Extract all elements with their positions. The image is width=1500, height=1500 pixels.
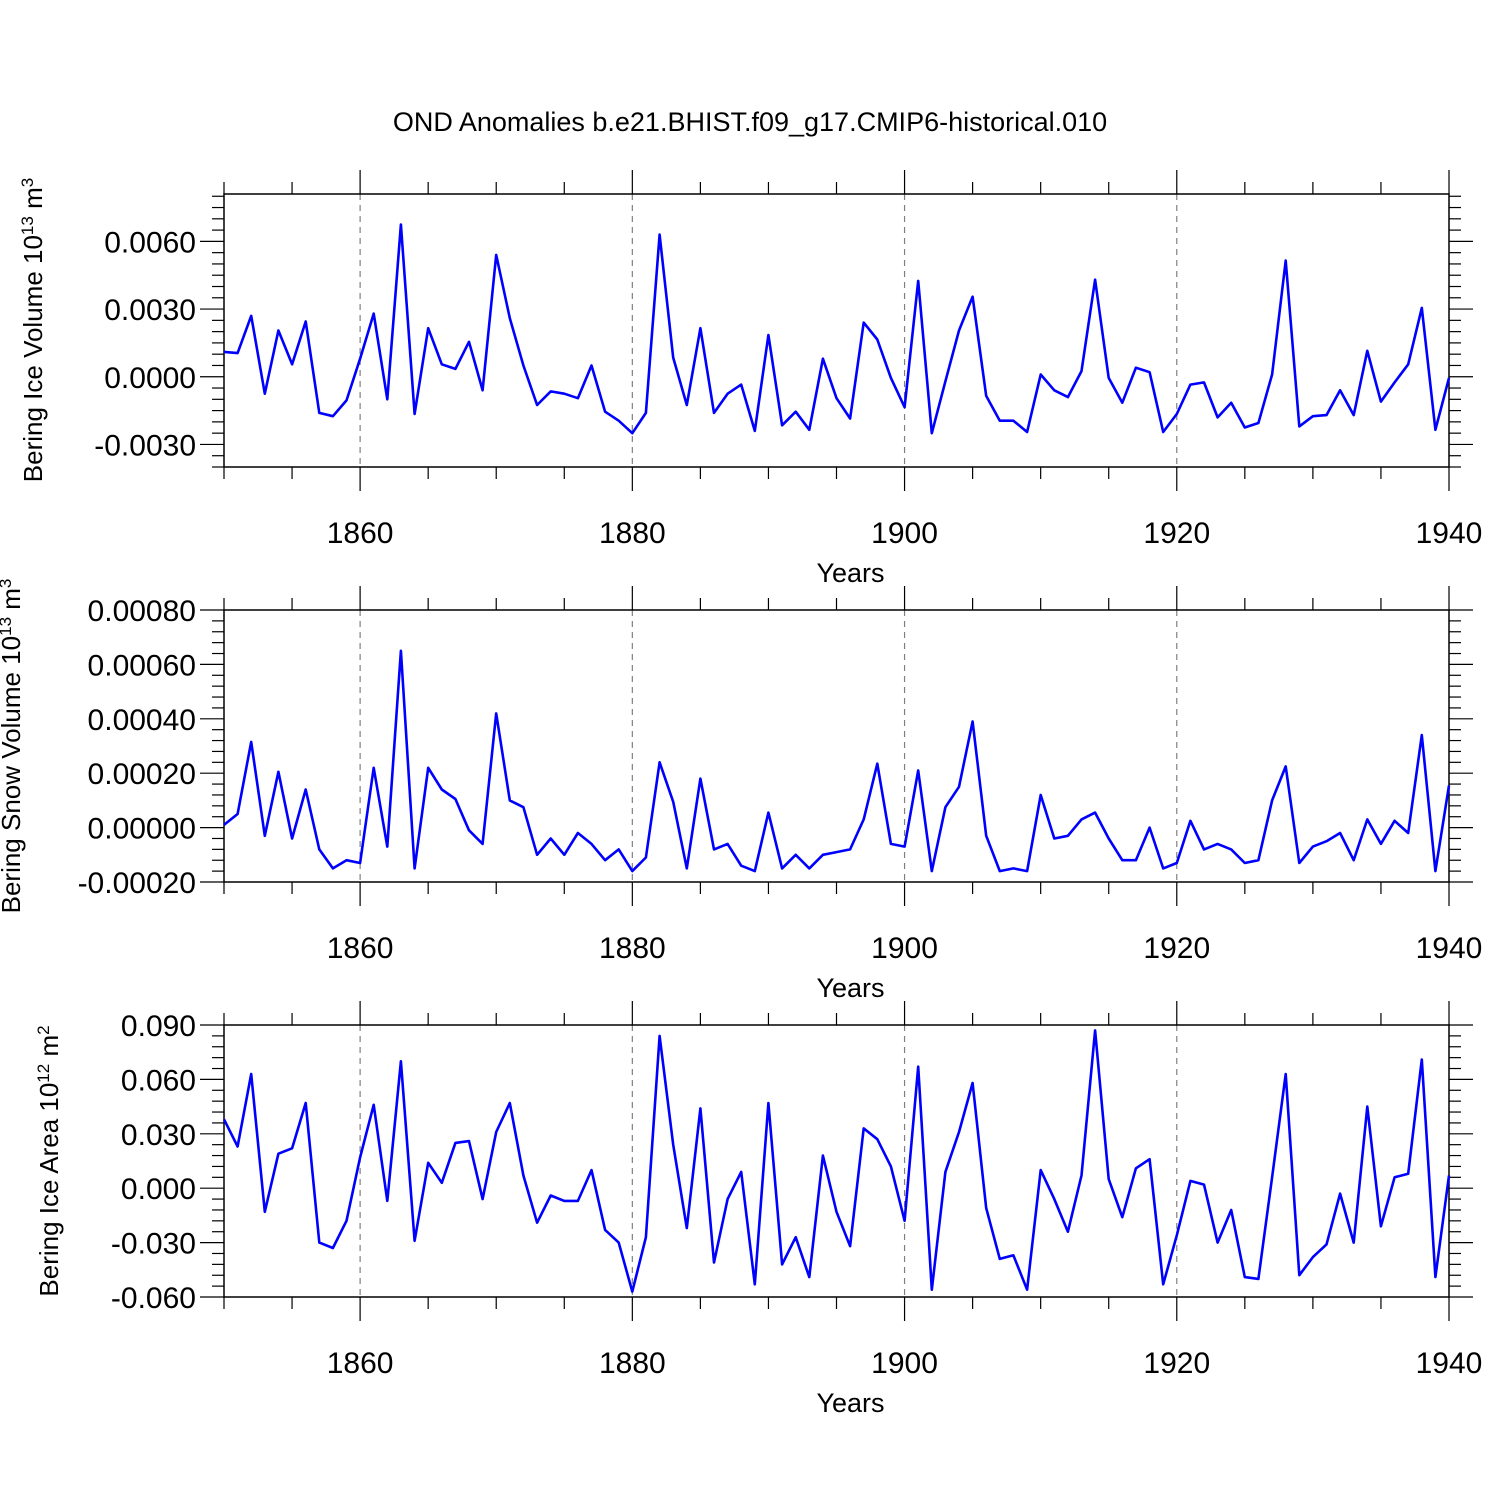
y-tick-label: -0.00020 xyxy=(78,867,196,900)
y-tick-label: 0.00080 xyxy=(88,595,196,628)
x-axis-title: Years xyxy=(816,558,884,588)
y-axis-title: Bering Snow Volume 1013 m3 xyxy=(0,579,26,914)
y-tick-label: -0.060 xyxy=(111,1282,196,1315)
panel-bering-ice-volume: -0.0030 0.0000 0.0030 0.0060 1860 1880 1900 192… xyxy=(18,170,1483,588)
y-axis-title-part: Bering Snow Volume 10 xyxy=(0,636,26,914)
y-axis-title: Bering Ice Area 1012 m2 xyxy=(34,1025,65,1296)
x-tick-label: 1900 xyxy=(871,517,938,550)
y-axis-title-superscript: 3 xyxy=(0,579,15,588)
x-tick-label: 1860 xyxy=(327,517,394,550)
x-tick-label: 1940 xyxy=(1416,932,1483,965)
y-axis-title-part: m xyxy=(18,187,48,216)
y-tick-label: 0.00060 xyxy=(88,649,196,682)
y-tick-label: 0.030 xyxy=(121,1119,196,1152)
y-axis-title-superscript: 12 xyxy=(34,1064,53,1083)
panel-bering-snow-volume: -0.00020 0.00000 0.00020 0.00040 0.00060 0.00… xyxy=(0,579,1482,1003)
y-axis-title-superscript: 13 xyxy=(0,617,15,636)
x-tick-label: 1860 xyxy=(327,932,394,965)
y-axis-title-part: m xyxy=(0,588,26,617)
y-tick-label: 0.000 xyxy=(121,1173,196,1206)
y-tick-label: 0.0000 xyxy=(104,362,196,395)
x-tick-label: 1880 xyxy=(599,1347,666,1380)
x-tick-label: 1880 xyxy=(599,517,666,550)
x-axis-title: Years xyxy=(816,973,884,1003)
x-axis-title: Years xyxy=(816,1388,884,1418)
series-line xyxy=(222,1029,1451,1293)
y-tick-label: 0.0030 xyxy=(104,294,196,327)
y-tick-label: 0.00020 xyxy=(88,758,196,791)
x-tick-label: 1940 xyxy=(1416,517,1483,550)
y-tick-label: -0.0030 xyxy=(94,429,196,462)
y-axis-title-superscript: 3 xyxy=(18,178,37,187)
y-axis-title-superscript: 13 xyxy=(18,216,37,235)
y-axis-title-part: m xyxy=(34,1035,64,1064)
chart-title: OND Anomalies b.e21.BHIST.f09_g17.CMIP6-… xyxy=(393,107,1107,137)
series-line xyxy=(223,649,1451,873)
y-tick-label: 0.060 xyxy=(121,1064,196,1097)
x-tick-label: 1880 xyxy=(599,932,666,965)
x-tick-label: 1920 xyxy=(1143,932,1210,965)
x-tick-label: 1920 xyxy=(1143,517,1210,550)
x-tick-label: 1900 xyxy=(871,932,938,965)
y-tick-label: 0.00040 xyxy=(88,704,196,737)
y-tick-label: 0.00000 xyxy=(88,813,196,846)
panel-bering-ice-area: -0.060 -0.030 0.000 0.030 0.060 0.090 1860 1880… xyxy=(34,1001,1483,1418)
y-axis-title-part: Bering Ice Area 10 xyxy=(34,1083,64,1297)
y-axis-title-superscript: 2 xyxy=(34,1025,53,1034)
x-tick-label: 1940 xyxy=(1416,1347,1483,1380)
series-line xyxy=(223,223,1451,435)
x-tick-label: 1920 xyxy=(1143,1347,1210,1380)
x-tick-label: 1860 xyxy=(327,1347,394,1380)
y-tick-label: 0.0060 xyxy=(104,226,196,259)
y-tick-label: -0.030 xyxy=(111,1228,196,1261)
y-axis-title-part: Bering Ice Volume 10 xyxy=(18,235,48,482)
y-axis-title: Bering Ice Volume 1013 m3 xyxy=(18,178,49,482)
y-tick-label: 0.090 xyxy=(121,1010,196,1043)
x-tick-label: 1900 xyxy=(871,1347,938,1380)
